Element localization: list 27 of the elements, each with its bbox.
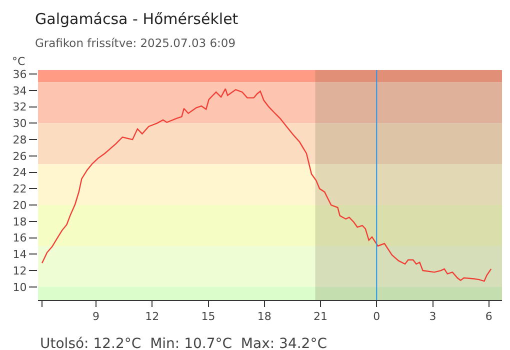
x-tick-label: 12 bbox=[145, 310, 160, 324]
line-series bbox=[41, 88, 492, 282]
chart-subtitle: Grafikon frissítve: 2025.07.03 6:09 bbox=[35, 36, 236, 50]
x-tick-label: 3 bbox=[429, 310, 436, 324]
y-tick-label: 18 bbox=[12, 215, 27, 228]
y-tick-label: 10 bbox=[12, 280, 27, 294]
y-tick-label: 32 bbox=[12, 100, 27, 114]
y-tick-label: 34 bbox=[12, 84, 27, 98]
y-axis-title: °C bbox=[12, 55, 26, 68]
x-tick-label: 6 bbox=[485, 310, 492, 324]
x-tick-label: 21 bbox=[314, 310, 328, 324]
y-tick-label: 24 bbox=[12, 166, 27, 180]
y-tick-label: 20 bbox=[12, 198, 27, 212]
chart-title: Galgamácsa - Hőmérséklet bbox=[35, 10, 238, 28]
text: Utolsó: 12.2°C Min: 10.7°C Max: 34.2°C bbox=[40, 336, 328, 350]
y-tick-label: 26 bbox=[12, 150, 27, 163]
x-tick-label: 0 bbox=[373, 310, 380, 324]
y-tick-label: 28 bbox=[12, 133, 27, 146]
x-tick-label: 9 bbox=[92, 310, 100, 324]
x-tick-label: 15 bbox=[201, 310, 216, 324]
y-tick-label: 22 bbox=[12, 182, 27, 196]
y-tick-label: 36 bbox=[12, 68, 27, 81]
y-tick-label: 12 bbox=[12, 264, 27, 278]
x-tick-label: 18 bbox=[257, 310, 272, 324]
y-tick-label: 16 bbox=[12, 232, 27, 245]
y-tick-label: 14 bbox=[12, 248, 27, 262]
y-tick-label: 30 bbox=[12, 117, 27, 130]
